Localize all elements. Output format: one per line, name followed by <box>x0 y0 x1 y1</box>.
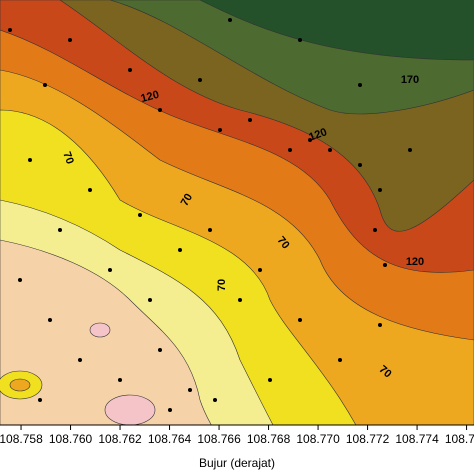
x-axis-label: Bujur (derajat) <box>199 456 275 470</box>
contour-label: 70 <box>179 192 196 209</box>
contour-label: 120 <box>406 256 424 268</box>
contour-label: 120 <box>307 126 328 144</box>
x-tick-label: 108.766 <box>197 432 241 446</box>
contour-label: 70 <box>60 150 75 166</box>
x-tick-label: 108.768 <box>247 432 291 446</box>
sample-points <box>8 18 412 412</box>
x-tick-label: 108.772 <box>346 432 390 446</box>
x-tick-label: 108.758 <box>0 432 43 446</box>
x-tick-label: 108.770 <box>296 432 340 446</box>
contour-label: 120 <box>140 89 161 105</box>
contour-label: 170 <box>401 74 419 86</box>
x-tick-label: 108.764 <box>148 432 192 446</box>
contour-labels: 170 120 120 70 70 70 70 120 70 <box>60 74 424 381</box>
x-tick-label: 108.762 <box>98 432 142 446</box>
x-tick-label: 108.760 <box>49 432 93 446</box>
contour-label: 70 <box>216 279 228 291</box>
x-tick-label: 108.776 <box>445 432 474 446</box>
x-tick-label: 108.774 <box>395 432 439 446</box>
